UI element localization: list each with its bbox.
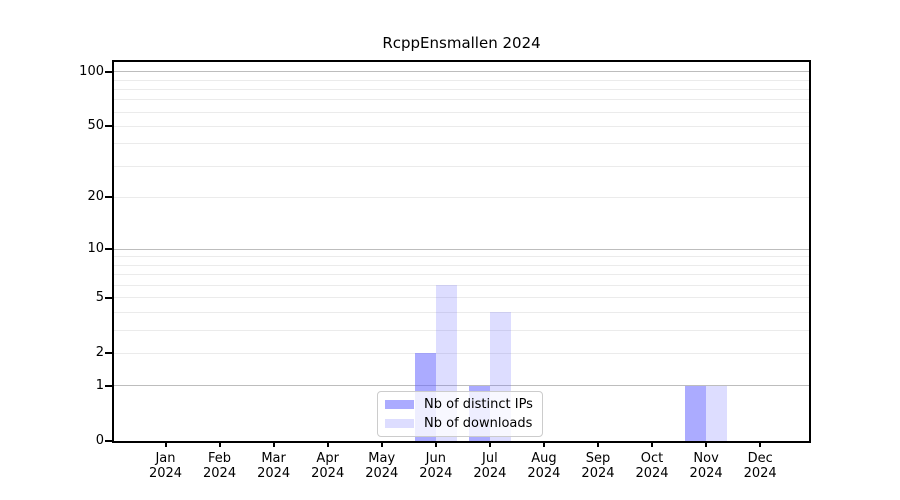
x-tick-mark <box>164 441 167 447</box>
legend-swatch-distinct-ips <box>385 400 414 409</box>
x-tick-label: Apr 2024 <box>311 451 345 481</box>
chart-title: RcppEnsmallen 2024 <box>382 34 541 52</box>
gridline <box>114 297 809 299</box>
y-tick-mark <box>105 384 112 387</box>
gridline <box>114 196 809 198</box>
legend-label-downloads: Nb of downloads <box>424 416 533 431</box>
gridline <box>114 329 809 331</box>
y-tick-mark <box>105 70 112 73</box>
y-tick-label: 5 <box>95 289 104 305</box>
gridline <box>114 111 809 113</box>
y-tick-mark <box>105 352 112 355</box>
x-tick-mark <box>218 441 221 447</box>
gridline <box>114 99 809 101</box>
legend-label-distinct-ips: Nb of distinct IPs <box>424 397 533 412</box>
bar <box>706 385 728 441</box>
gridline <box>114 256 809 258</box>
x-tick-label: Dec 2024 <box>743 451 777 481</box>
gridline <box>114 79 809 81</box>
y-tick-mark <box>105 296 112 299</box>
x-tick-mark <box>272 441 275 447</box>
gridline <box>114 143 809 145</box>
gridline <box>114 385 809 387</box>
y-tick-mark <box>105 196 112 199</box>
y-tick-mark <box>105 248 112 251</box>
x-tick-label: Jun 2024 <box>419 451 453 481</box>
x-tick-mark <box>651 441 654 447</box>
x-tick-label: Nov 2024 <box>689 451 723 481</box>
x-tick-label: Jul 2024 <box>473 451 507 481</box>
y-tick-label: 50 <box>87 118 104 134</box>
gridlines-layer <box>114 62 809 441</box>
bar <box>684 385 707 441</box>
x-tick-label: Jan 2024 <box>148 451 183 481</box>
y-tick-mark <box>105 440 112 442</box>
x-tick-mark <box>326 441 329 447</box>
gridline <box>114 165 809 167</box>
bars-layer <box>114 62 809 441</box>
x-tick-label: Aug 2024 <box>527 451 561 481</box>
x-tick-mark <box>759 441 762 447</box>
y-tick-label: 2 <box>95 345 104 361</box>
gridline <box>114 274 809 276</box>
legend: Nb of distinct IPs Nb of downloads <box>377 391 543 437</box>
y-tick-label: 20 <box>87 189 104 205</box>
gridline <box>114 88 809 90</box>
legend-item-downloads: Nb of downloads <box>385 416 534 431</box>
x-tick-label: Feb 2024 <box>203 451 237 481</box>
x-tick-label: Sep 2024 <box>581 451 615 481</box>
y-tick-mark <box>105 125 112 128</box>
legend-item-distinct-ips: Nb of distinct IPs <box>385 397 534 412</box>
y-tick-label: 100 <box>79 63 104 79</box>
x-tick-mark <box>705 441 708 447</box>
legend-swatch-downloads <box>385 419 414 428</box>
x-tick-label: Mar 2024 <box>257 451 291 481</box>
gridline <box>114 284 809 286</box>
x-tick-label: Oct 2024 <box>635 451 669 481</box>
x-tick-mark <box>488 441 491 447</box>
x-tick-label: May 2024 <box>365 451 399 481</box>
x-tick-mark <box>596 441 599 447</box>
gridline <box>114 248 809 250</box>
y-tick-label: 1 <box>95 377 104 393</box>
plot-area: Nb of distinct IPs Nb of downloads <box>112 60 811 443</box>
gridline <box>114 311 809 313</box>
x-tick-mark <box>542 441 545 447</box>
y-tick-label: 10 <box>87 241 104 257</box>
gridline <box>114 352 809 354</box>
gridline <box>114 125 809 127</box>
gridline <box>114 71 809 73</box>
x-tick-mark <box>434 441 437 447</box>
y-tick-label: 0 <box>95 433 104 448</box>
x-tick-mark <box>380 441 383 447</box>
gridline <box>114 264 809 266</box>
